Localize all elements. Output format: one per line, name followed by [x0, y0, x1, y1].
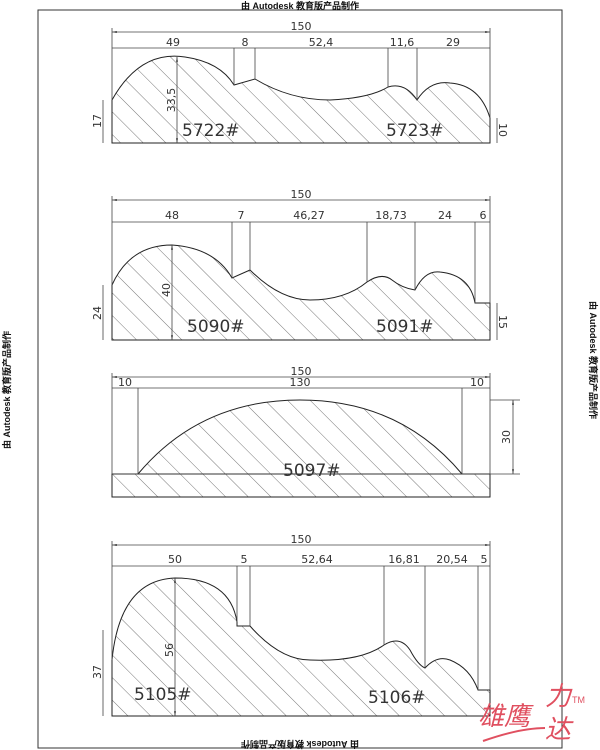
- dim-right: 10: [496, 123, 509, 137]
- dim-right: 15: [496, 315, 509, 329]
- dim-height: 33,5: [165, 88, 178, 113]
- profile-code: 5723#: [386, 121, 444, 141]
- dim-left: 37: [91, 665, 104, 679]
- dim-total: 150: [291, 188, 312, 201]
- dim-height: 56: [163, 643, 176, 657]
- dim-seg: 130: [290, 376, 311, 389]
- watermark-top: 由 Autodesk 教育版产品制作: [241, 0, 359, 11]
- dim-seg: 50: [168, 553, 182, 566]
- dim-total: 150: [291, 533, 312, 546]
- profile-code: 5090#: [187, 317, 245, 337]
- dim-seg: 52,64: [301, 553, 333, 566]
- dim-seg: 18,73: [375, 209, 407, 222]
- dim-seg: 6: [480, 209, 487, 222]
- profile-code: 5091#: [376, 317, 434, 337]
- profile-code: 5722#: [182, 121, 240, 141]
- dim-seg: 5: [241, 553, 248, 566]
- sheet-border: [37, 9, 563, 749]
- dim-seg: 49: [166, 36, 180, 49]
- brand-logo: 雄鹰 力 达 TM: [478, 682, 585, 745]
- profile-shape: [111, 399, 491, 498]
- dim-seg: 10: [470, 376, 484, 389]
- watermark-right: 由 Autodesk 教育版产品制作: [588, 301, 599, 419]
- dim-seg: 11,6: [390, 36, 415, 49]
- profile-shape: [111, 244, 491, 341]
- profile-5722-5723: 150 49 8 52,4 11,6 29 33,5 17 10 5722# 5…: [91, 20, 509, 144]
- dim-height: 30: [500, 430, 513, 444]
- profile-5097: 150 10 130 10 30 5097#: [111, 365, 520, 498]
- profile-5090-5091: 150 48 7 46,27 18,73 24 6 40 24 15 5090#…: [91, 188, 509, 341]
- dim-seg: 48: [165, 209, 179, 222]
- dim-seg: 10: [118, 376, 132, 389]
- dim-seg: 8: [242, 36, 249, 49]
- dim-left: 24: [91, 306, 104, 320]
- dim-seg: 20,54: [436, 553, 468, 566]
- profile-code: 5097#: [283, 461, 341, 481]
- dim-left: 17: [91, 114, 104, 128]
- trademark: TM: [572, 695, 585, 705]
- svg-text:达: 达: [545, 715, 574, 745]
- dim-seg: 29: [446, 36, 460, 49]
- profile-shape: [111, 55, 491, 144]
- profile-code: 5105#: [134, 685, 192, 705]
- logo-text: 雄鹰: [478, 702, 534, 732]
- dim-seg: 52,4: [309, 36, 334, 49]
- profile-5105-5106: 150 50 5 52,64 16,81 20,54 5 56 37 5105#…: [91, 533, 491, 717]
- watermark-bottom: 由 Autodesk 教育版产品制作: [241, 739, 359, 750]
- dim-total: 150: [291, 365, 312, 378]
- dim-seg: 16,81: [388, 553, 420, 566]
- profile-code: 5106#: [368, 688, 426, 708]
- dim-seg: 7: [238, 209, 245, 222]
- dim-height: 40: [160, 283, 173, 297]
- dim-seg: 5: [481, 553, 488, 566]
- dim-total: 150: [291, 20, 312, 33]
- dim-seg: 46,27: [293, 209, 325, 222]
- svg-text:力: 力: [545, 682, 573, 712]
- watermark-left: 由 Autodesk 教育版产品制作: [1, 331, 12, 449]
- dim-seg: 24: [438, 209, 452, 222]
